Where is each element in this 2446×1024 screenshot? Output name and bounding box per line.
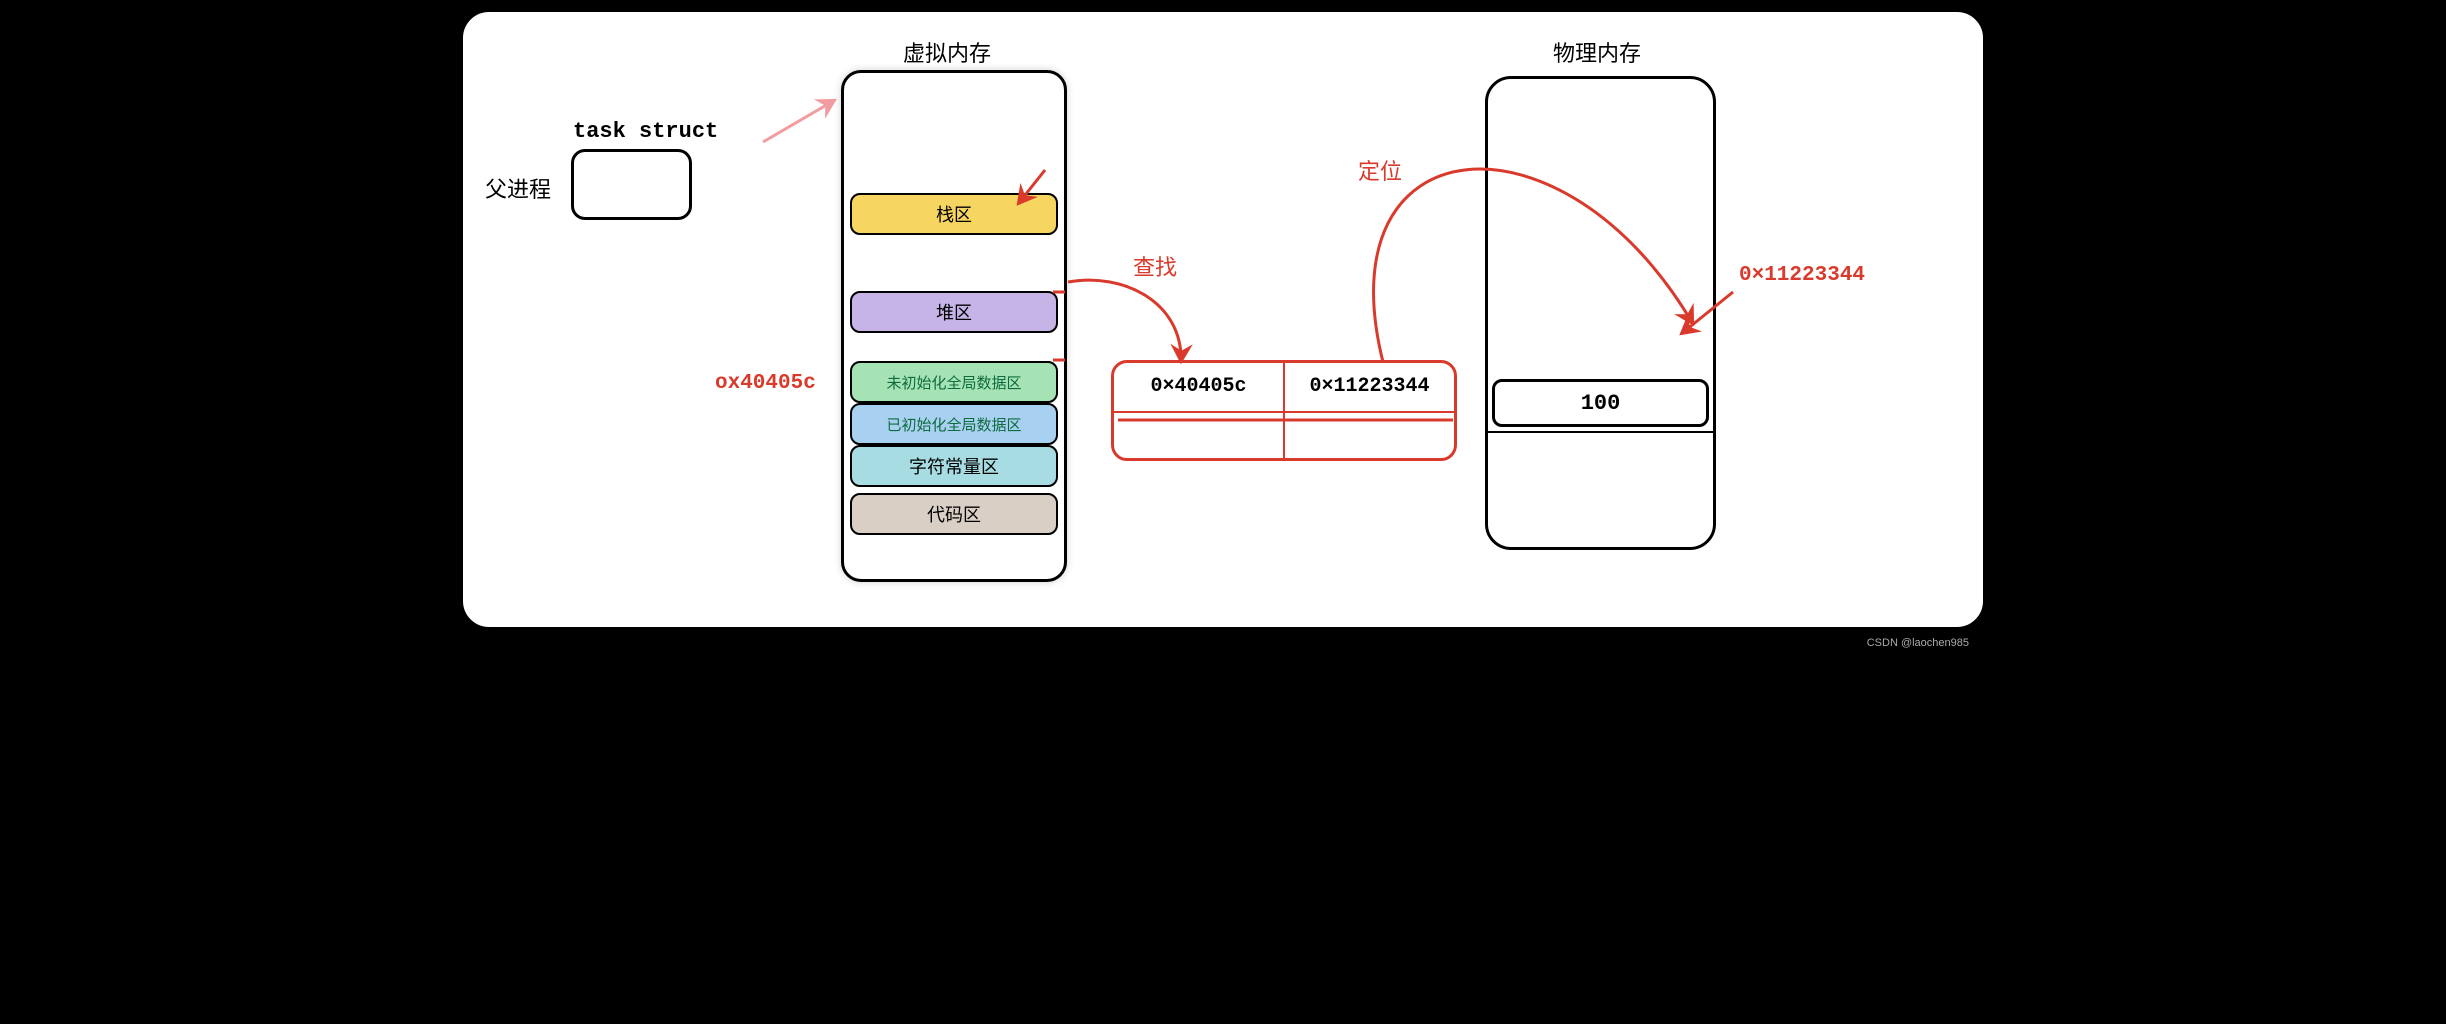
segment-bss: 未初始化全局数据区 (850, 361, 1058, 403)
virtual-memory-box: 栈区堆区未初始化全局数据区已初始化全局数据区字符常量区代码区 (841, 70, 1067, 582)
vmem-title: 虚拟内存 (903, 36, 991, 68)
page-table-cell: 0×11223344 (1285, 363, 1454, 411)
segment-data: 已初始化全局数据区 (850, 403, 1058, 445)
page-table-cell: 0×40405c (1114, 363, 1285, 411)
watermark: CSDN @laochen985 (1867, 637, 1969, 649)
pmem-title: 物理内存 (1553, 36, 1641, 68)
segment-heap: 堆区 (850, 291, 1058, 333)
segment-stack: 栈区 (850, 193, 1058, 235)
segment-code: 代码区 (850, 493, 1058, 535)
task-struct-box (571, 149, 692, 220)
lookup-label: 查找 (1133, 250, 1177, 282)
page-table: 0×40405c0×11223344 (1111, 360, 1457, 461)
locate-label: 定位 (1358, 154, 1402, 186)
physical-address-label: 0×11223344 (1739, 264, 1865, 287)
page-table-row: 0×40405c0×11223344 (1114, 363, 1454, 413)
diagram-frame: 虚拟内存 物理内存 task struct 父进程 栈区堆区未初始化全局数据区已… (461, 10, 1985, 629)
page-table-cell (1285, 413, 1454, 461)
pmem-divider (1488, 431, 1713, 433)
parent-proc-label: 父进程 (485, 172, 551, 204)
page-table-row (1114, 413, 1454, 461)
physical-memory-slot: 100 (1492, 379, 1709, 427)
page-table-cell (1114, 413, 1285, 461)
physical-memory-box: 100 (1485, 76, 1716, 550)
task-struct-label: task struct (573, 119, 718, 144)
arrows-svg (463, 12, 1983, 627)
segment-rodata: 字符常量区 (850, 445, 1058, 487)
virtual-address-label: ox40405c (715, 372, 816, 395)
